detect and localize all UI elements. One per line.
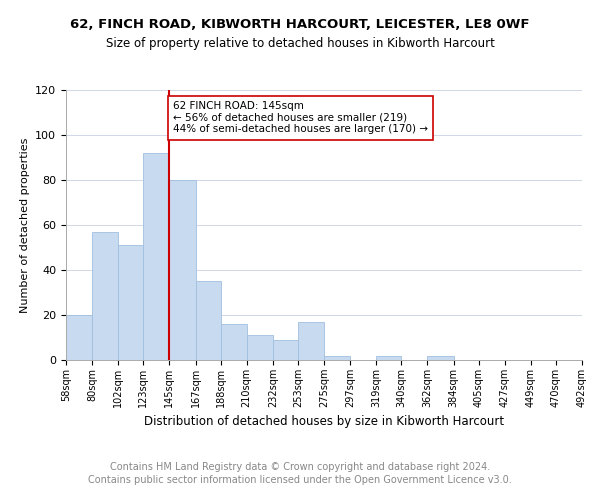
- Bar: [118, 245, 143, 360]
- Bar: [324, 356, 350, 360]
- Bar: [66, 315, 92, 360]
- Bar: [92, 232, 118, 360]
- Text: 62 FINCH ROAD: 145sqm
← 56% of detached houses are smaller (219)
44% of semi-det: 62 FINCH ROAD: 145sqm ← 56% of detached …: [173, 101, 428, 134]
- Bar: [221, 324, 247, 360]
- Text: Size of property relative to detached houses in Kibworth Harcourt: Size of property relative to detached ho…: [106, 38, 494, 51]
- Bar: [196, 281, 221, 360]
- Bar: [298, 322, 324, 360]
- Bar: [376, 356, 401, 360]
- Text: Contains HM Land Registry data © Crown copyright and database right 2024.: Contains HM Land Registry data © Crown c…: [110, 462, 490, 472]
- Text: 62, FINCH ROAD, KIBWORTH HARCOURT, LEICESTER, LE8 0WF: 62, FINCH ROAD, KIBWORTH HARCOURT, LEICE…: [70, 18, 530, 30]
- Text: Contains public sector information licensed under the Open Government Licence v3: Contains public sector information licen…: [88, 475, 512, 485]
- Bar: [169, 180, 196, 360]
- Bar: [427, 356, 454, 360]
- Y-axis label: Number of detached properties: Number of detached properties: [20, 138, 29, 312]
- X-axis label: Distribution of detached houses by size in Kibworth Harcourt: Distribution of detached houses by size …: [144, 416, 504, 428]
- Bar: [273, 340, 298, 360]
- Bar: [247, 335, 273, 360]
- Bar: [143, 153, 169, 360]
